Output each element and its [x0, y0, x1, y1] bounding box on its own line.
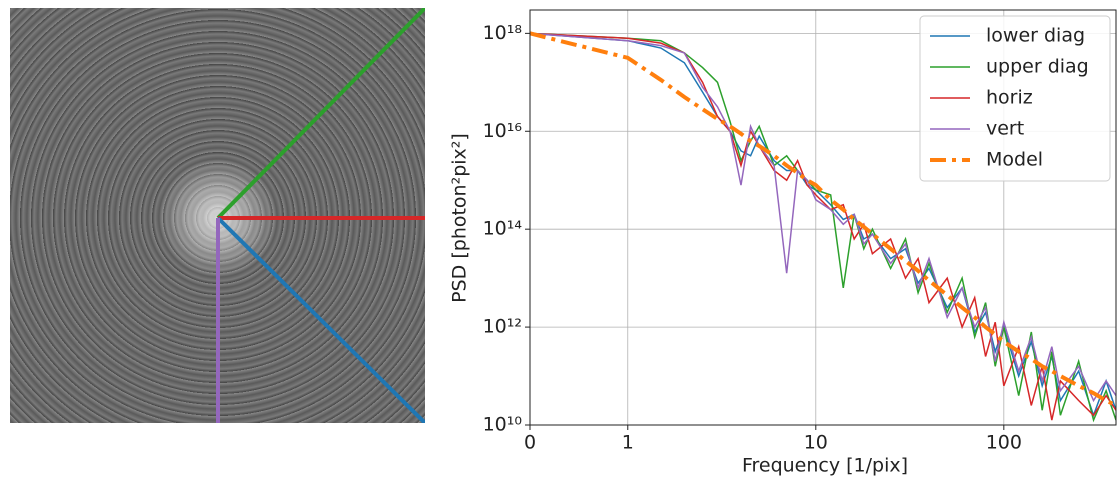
y-axis-label: PSD [photon²pix²] [449, 133, 471, 303]
legend-label: vert [986, 118, 1024, 140]
x-tick-label: 100 [986, 432, 1022, 454]
plot-frame [529, 9, 1117, 426]
upper-diag-line [216, 8, 425, 220]
x-tick-label: 0 [524, 432, 536, 454]
legend-box [919, 15, 1111, 182]
series-line [530, 32, 1116, 421]
y-tick-label: 10¹² [483, 316, 522, 338]
x-axis-label: Frequency [1/pix] [742, 455, 908, 477]
series-line [530, 32, 1116, 423]
direction-lines [216, 8, 425, 423]
x-tick-label: 10 [804, 432, 828, 454]
y-tick-label: 10¹⁶ [483, 120, 522, 142]
legend-label: upper diag [986, 56, 1089, 78]
psd-image [10, 8, 425, 423]
y-tick-label: 10¹⁴ [483, 218, 523, 240]
y-tick-label: 10¹⁸ [483, 22, 522, 44]
y-tick-label: 10¹⁰ [483, 414, 522, 436]
legend-label: horiz [986, 87, 1033, 109]
series-line [530, 31, 1116, 408]
lower-diag-line [216, 216, 425, 423]
legend-label: Model [986, 149, 1043, 171]
x-tick-label: 1 [622, 432, 634, 454]
legend-label: lower diag [986, 25, 1085, 47]
